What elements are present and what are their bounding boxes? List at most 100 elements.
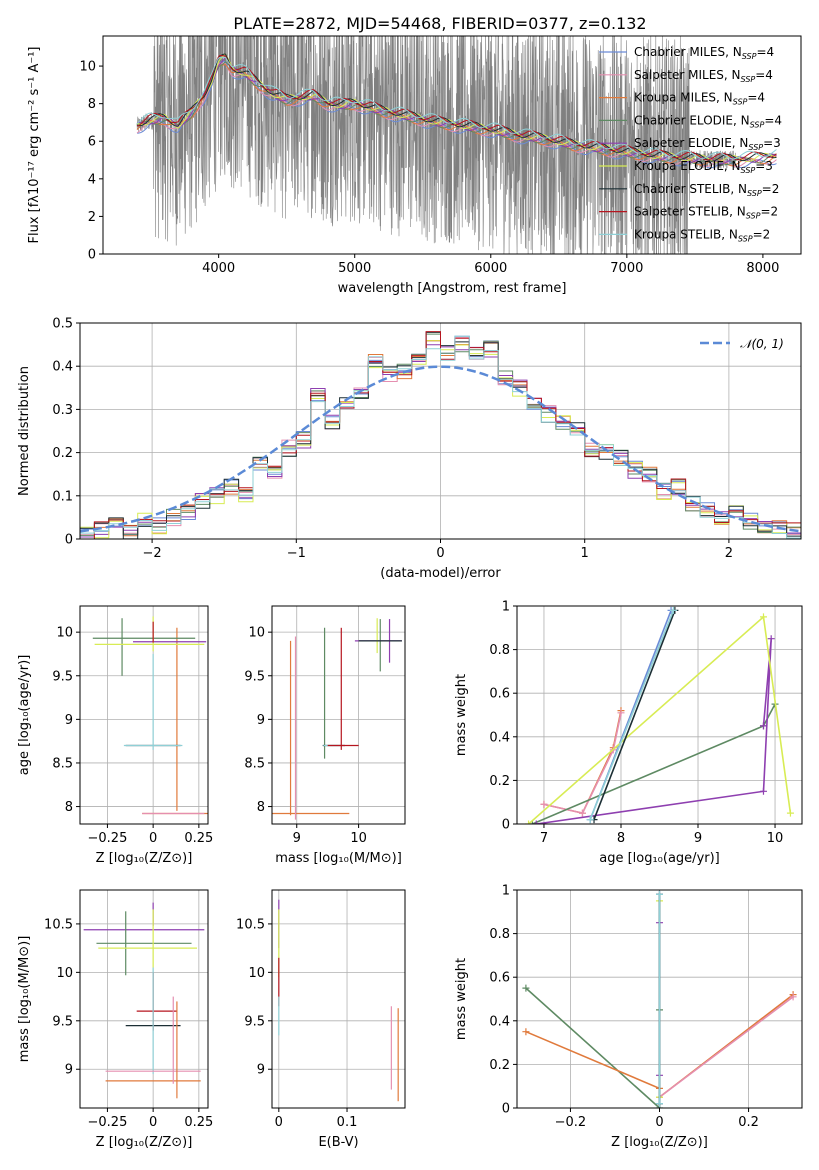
x-tick-label: −2 <box>143 546 162 561</box>
weight-marker <box>669 606 677 614</box>
weight-line-sa_mil <box>543 712 622 815</box>
y-tick-label: 8.5 <box>244 756 265 771</box>
x-axis-label: (data-model)/error <box>380 566 501 581</box>
x-tick-label: 7000 <box>610 261 643 276</box>
model-line-ch_ste <box>136 53 777 162</box>
y-tick-label: 0.6 <box>489 971 510 986</box>
weight-marker <box>522 984 530 992</box>
y-tick-label: 8 <box>88 97 96 112</box>
weight-line-kr_mil <box>543 710 622 815</box>
x-tick-label: 7 <box>540 831 548 846</box>
model-line-kr_ste <box>136 56 777 160</box>
weight-marker <box>578 809 586 817</box>
x-tick-label: 9 <box>694 831 702 846</box>
weight-marker <box>617 709 625 717</box>
weight-line-sa_mil <box>659 996 794 1098</box>
spectrum-data <box>136 36 736 254</box>
x-tick-label: 10 <box>767 831 784 846</box>
x-tick-label: 0.25 <box>184 831 213 846</box>
plot-area <box>522 890 797 1108</box>
weight-marker <box>759 722 767 730</box>
y-tick-label: 10 <box>56 966 73 981</box>
panel-weight_vs_Z: −0.2 0 0.2 0 0.2 0.4 0.6 0.8 1 Z [log₁₀(Z/Z⊙)] mas… <box>454 884 803 1150</box>
y-tick-label: 9 <box>257 1063 265 1078</box>
legend-entry: Chabrier STELIB, NSSP=2 <box>634 182 779 198</box>
y-axis-label: age [log₁₀(age/yr)] <box>17 655 32 776</box>
y-tick-label: 0 <box>502 1102 510 1117</box>
y-tick-label: 10 <box>248 626 265 641</box>
panel-mass_vs_Z: −0.25 0 0.25 9 9.5 10 10.5 Z [log₁₀(Z/Z⊙)] mass … <box>17 889 213 1150</box>
x-tick-label: −0.25 <box>88 831 128 846</box>
axes-frame <box>271 889 406 1109</box>
weight-line-ch_eld <box>525 987 661 1108</box>
y-tick-label: 10.5 <box>44 917 73 932</box>
y-axis-label: mass weight <box>454 674 469 756</box>
panel-weight_vs_age: 7 8 9 10 0 0.2 0.4 0.6 0.8 1 age [log₁₀(age/yr)] ma… <box>454 600 803 866</box>
plot-area <box>83 902 205 1099</box>
y-tick-label: 0.5 <box>52 317 73 332</box>
panel-mass_vs_EBV: 0 0.1 9 9.5 10 10.5 E(B-V) <box>236 889 406 1150</box>
y-tick-label: 0.4 <box>52 360 73 375</box>
y-tick-label: 9 <box>65 1063 73 1078</box>
panel-residuals: −2 −1 0 1 2 0 0.1 0.2 0.3 0.4 0.5 (data-model)/erro… <box>17 317 802 581</box>
y-axis-label: mass weight <box>454 958 469 1040</box>
y-tick-label: 0 <box>88 248 96 263</box>
figure-title: PLATE=2872, MJD=54468, FIBERID=0377, z=0… <box>233 14 646 33</box>
y-tick-label: 0.2 <box>489 1058 510 1073</box>
y-tick-label: 0.8 <box>489 643 510 658</box>
y-tick-label: 10.5 <box>236 917 265 932</box>
x-tick-label: 0 <box>655 1115 663 1130</box>
legend-entry: Kroupa MILES, NSSP=4 <box>634 91 765 107</box>
x-tick-label: −0.2 <box>555 1115 587 1130</box>
x-tick-label: 0 <box>149 1115 157 1130</box>
legend-entry: 𝒩(0, 1) <box>740 337 784 351</box>
y-tick-label: 0.4 <box>489 730 510 745</box>
panel-spectrum: 4000 5000 6000 7000 8000 0 2 4 6 8 10 wavelength [A… <box>27 35 802 296</box>
plot-area <box>525 606 794 824</box>
panel-age_vs_mass: 9 10 8 8.5 9 9.5 10 mass [log₁₀(M/M⊙)] <box>244 605 406 866</box>
y-tick-label: 9.5 <box>52 669 73 684</box>
y-tick-label: 6 <box>88 135 96 150</box>
axes-frame <box>102 35 802 255</box>
y-tick-label: 0 <box>65 533 73 548</box>
weight-marker <box>525 820 533 824</box>
weight-marker <box>540 800 548 808</box>
axes-frame <box>271 605 406 825</box>
y-tick-label: 10 <box>79 60 96 75</box>
x-tick-label: 8000 <box>746 261 779 276</box>
x-axis-label: wavelength [Angstrom, rest frame] <box>338 281 567 296</box>
legend-entry: Salpeter ELODIE, NSSP=3 <box>634 136 781 152</box>
axes-frame <box>79 889 209 1109</box>
y-tick-label: 0.2 <box>52 446 73 461</box>
y-tick-label: 9.5 <box>244 669 265 684</box>
plot-area <box>92 616 208 815</box>
y-axis-label: Flux [fλ10⁻¹⁷ erg cm⁻² s⁻¹ A⁻¹] <box>27 47 42 244</box>
weight-marker <box>767 635 775 643</box>
y-tick-label: 9 <box>257 713 265 728</box>
y-tick-label: 0.8 <box>489 927 510 942</box>
x-tick-label: 0 <box>275 1115 283 1130</box>
x-tick-label: 0 <box>436 546 444 561</box>
x-axis-label: Z [log₁₀(Z/Z⊙)] <box>611 1135 708 1150</box>
legend-entry: Kroupa ELODIE, NSSP=3 <box>634 159 773 175</box>
legend-entry: Kroupa STELIB, NSSP=2 <box>634 227 770 243</box>
x-axis-label: E(B-V) <box>318 1135 358 1150</box>
y-tick-label: 8.5 <box>52 756 73 771</box>
plot-area <box>136 36 777 254</box>
x-tick-label: 6000 <box>474 261 507 276</box>
x-tick-label: 5000 <box>338 261 371 276</box>
y-tick-label: 9.5 <box>52 1014 73 1029</box>
x-tick-label: 10 <box>350 831 367 846</box>
y-tick-label: 0.3 <box>52 403 73 418</box>
y-axis-label: mass [log₁₀(M/M⊙)] <box>17 936 32 1063</box>
weight-marker <box>656 890 663 898</box>
x-tick-label: 0.25 <box>184 1115 213 1130</box>
y-tick-label: 0.6 <box>489 687 510 702</box>
x-axis-label: mass [log₁₀(M/M⊙)] <box>275 851 402 866</box>
weight-marker <box>656 1100 663 1108</box>
legend-entry: Salpeter STELIB, NSSP=2 <box>634 205 778 221</box>
y-tick-label: 8 <box>65 800 73 815</box>
panel-age_vs_Z: −0.25 0 0.25 8 8.5 9 9.5 10 Z [log₁₀(Z/Z⊙)] age [… <box>17 605 213 866</box>
y-axis-label: Normed distribution <box>17 366 32 496</box>
y-tick-label: 0.2 <box>489 774 510 789</box>
